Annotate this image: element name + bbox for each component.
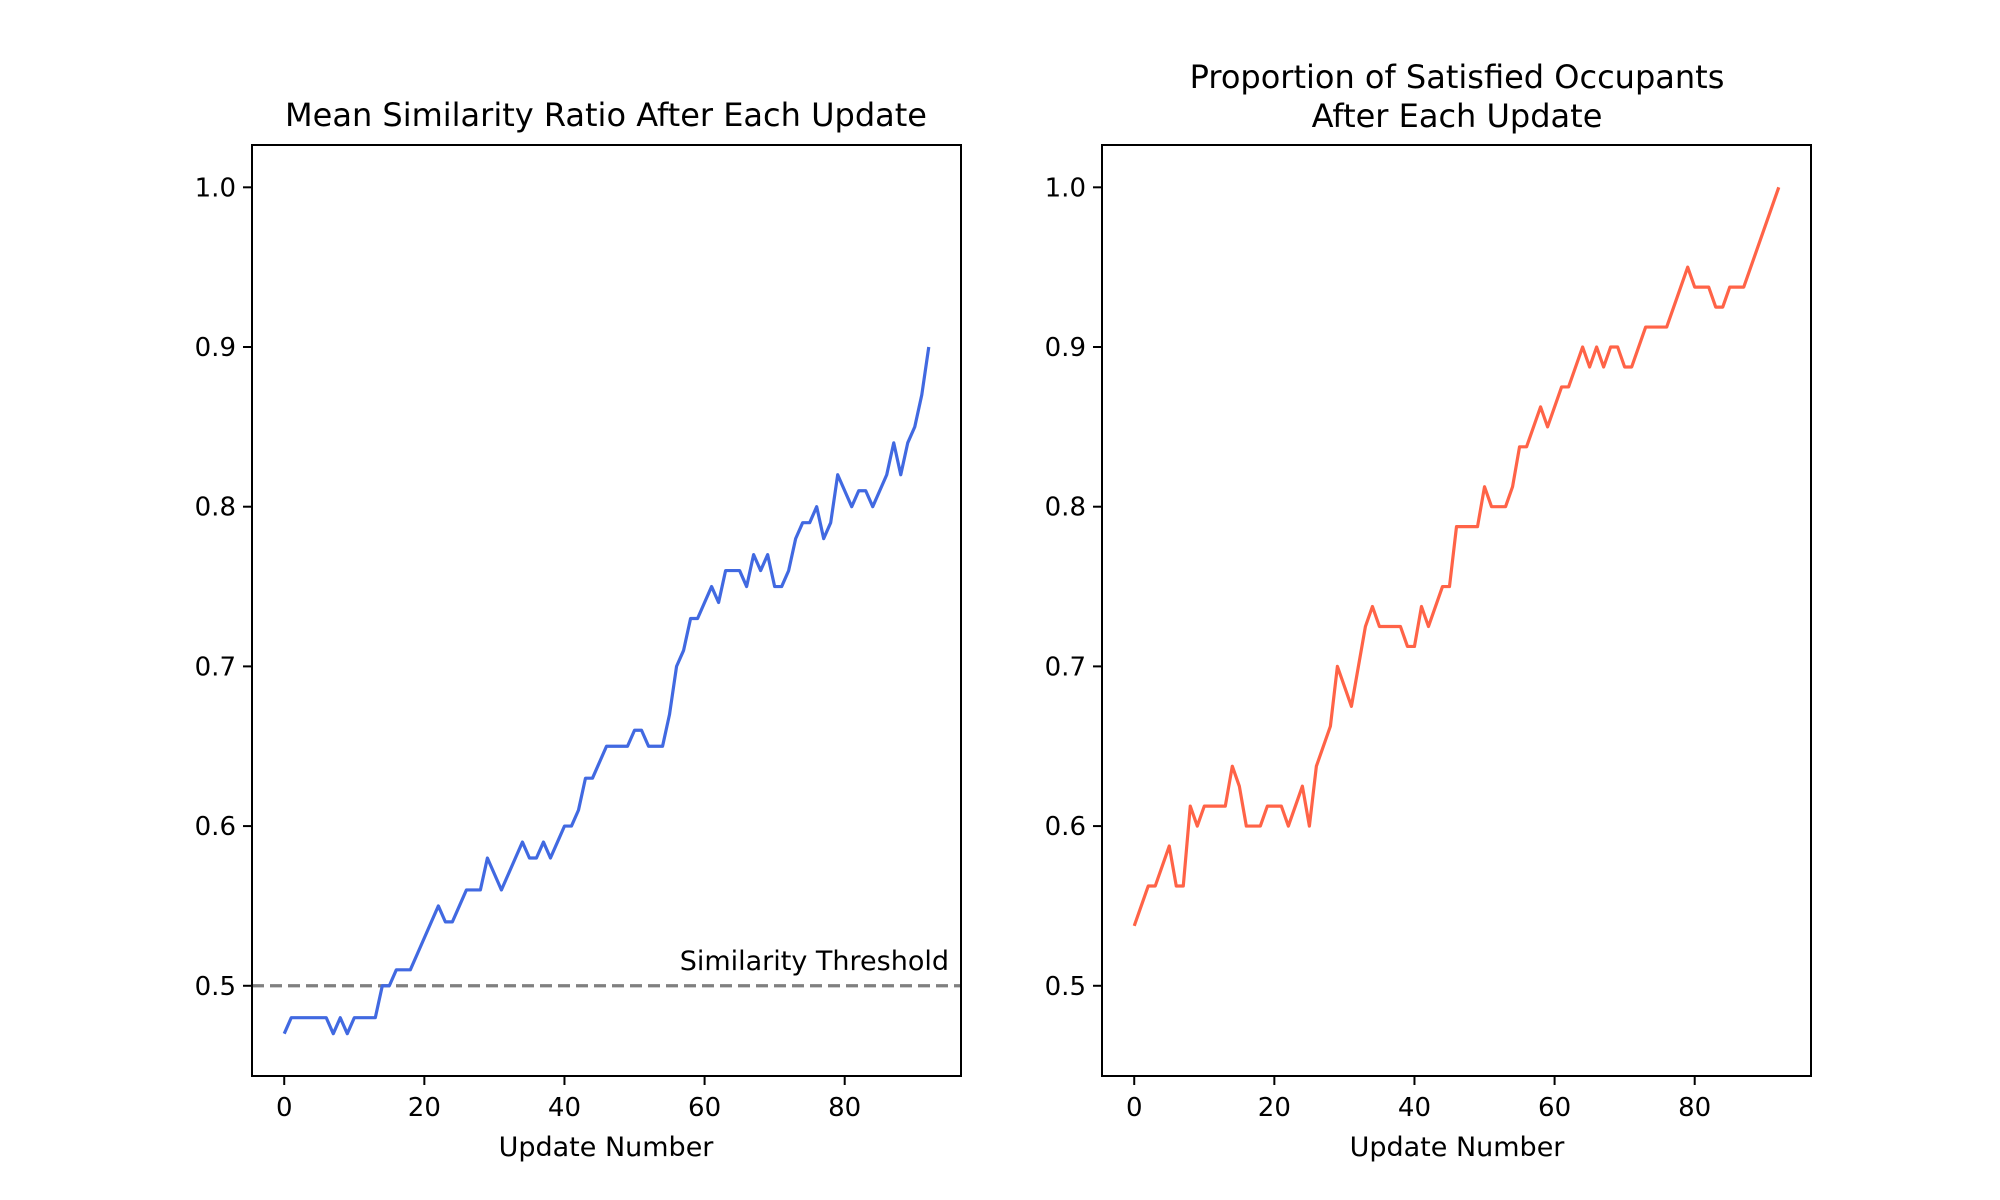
series-group: [1132, 186, 1781, 927]
x-axis-label: Update Number: [1350, 1132, 1566, 1163]
x-tick-label: 20: [408, 1093, 441, 1123]
x-tick-label: 60: [1538, 1093, 1571, 1123]
x-tick-label: 20: [1258, 1093, 1291, 1123]
y-tick-label: 0.6: [1045, 812, 1086, 842]
y-axis: 0.5 0.6 0.7 0.8 0.9 1.0: [1045, 173, 1102, 1002]
x-tick-label: 40: [548, 1093, 581, 1123]
y-axis: 0.5 0.6 0.7 0.8 0.9 1.0: [195, 173, 252, 1002]
y-tick-label: 0.6: [195, 812, 236, 842]
x-axis: 0 20 40 60 80: [1126, 1076, 1711, 1123]
x-axis: 0 20 40 60 80: [276, 1076, 861, 1123]
y-tick-label: 0.9: [195, 333, 236, 363]
y-tick-label: 1.0: [195, 173, 236, 203]
chart-title: Mean Similarity Ratio After Each Update: [285, 96, 927, 134]
chart-mean-similarity: Mean Similarity Ratio After Each Update …: [195, 96, 962, 1163]
series-line: [1132, 186, 1781, 927]
threshold-line-group: Similarity Threshold: [252, 946, 961, 988]
y-tick-label: 0.5: [195, 972, 236, 1002]
series-line: [282, 346, 931, 1036]
x-axis-label: Update Number: [499, 1132, 715, 1163]
threshold-label: Similarity Threshold: [680, 946, 949, 977]
y-tick-label: 1.0: [1045, 173, 1086, 203]
x-tick-label: 40: [1398, 1093, 1431, 1123]
chart-title-line-1: Proportion of Satisfied Occupants: [1190, 58, 1725, 96]
x-tick-label: 80: [1678, 1093, 1711, 1123]
y-tick-label: 0.7: [1045, 652, 1086, 682]
axes-frame: [251, 144, 962, 1077]
x-tick-label: 0: [276, 1093, 293, 1123]
y-tick-label: 0.7: [195, 652, 236, 682]
y-tick-label: 0.5: [1045, 972, 1086, 1002]
x-tick-label: 80: [828, 1093, 861, 1123]
chart-satisfied-occupants: Proportion of Satisfied Occupants After …: [1045, 58, 1812, 1163]
y-tick-label: 0.9: [1045, 333, 1086, 363]
axes-frame: [1101, 144, 1812, 1077]
y-tick-label: 0.8: [1045, 493, 1086, 523]
x-tick-label: 60: [688, 1093, 721, 1123]
y-tick-label: 0.8: [195, 493, 236, 523]
series-group: [282, 346, 931, 1036]
chart-title-line-2: After Each Update: [1312, 97, 1603, 135]
x-tick-label: 0: [1126, 1093, 1143, 1123]
